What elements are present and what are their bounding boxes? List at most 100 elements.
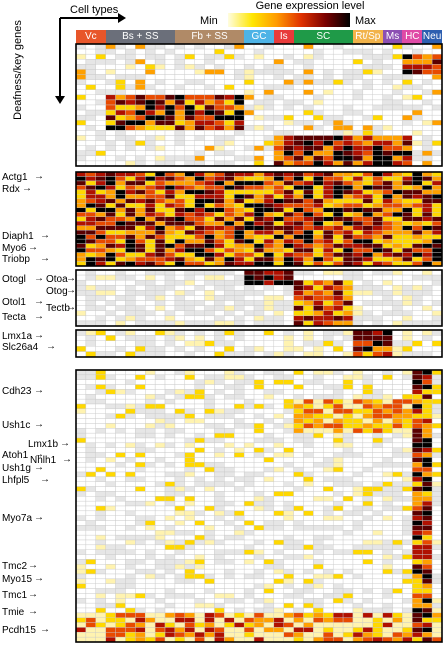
heatmap-cell [362,617,373,623]
heatmap-cell [145,549,156,555]
heatmap-cell [313,602,324,609]
heatmap-cell [145,300,156,306]
heatmap-cell [164,216,176,222]
heatmap-cell [224,69,235,75]
heatmap-cell [243,53,255,60]
heatmap-cell [105,505,116,512]
gene-label-tmie: Tmie [2,607,25,618]
heatmap-cell [283,79,294,85]
heatmap-cell [204,515,215,521]
heatmap-cell [372,79,383,85]
heatmap-cell [402,428,413,434]
heatmap-cell [263,140,275,146]
heatmap-cell [273,500,284,507]
heatmap-cell [323,617,334,623]
heatmap-cell [234,384,245,390]
heatmap-cell [303,408,314,414]
heatmap-cell [204,189,215,195]
heatmap-cell [362,295,373,301]
heatmap-cell [323,520,334,526]
heatmap-cell [372,212,383,217]
heatmap-cell [313,578,324,584]
heatmap-cell [422,486,433,492]
heatmap-cell [194,466,205,473]
heatmap-cell [184,389,195,395]
heatmap-cell [154,505,166,512]
heatmap-cell [115,612,126,618]
heatmap-cell [382,59,393,65]
heatmap-cell [293,539,304,546]
heatmap-cell [105,252,116,258]
heatmap-cell [125,530,136,536]
heatmap-cell [332,534,344,541]
heatmap-cell [342,140,354,146]
heatmap-cell [332,221,344,226]
heatmap-cell [204,559,215,565]
heatmap-cell [382,384,393,390]
heatmap-cell [253,573,265,580]
heatmap-cell [323,315,334,322]
heatmap-cell [313,457,324,463]
heatmap-cell [303,203,314,209]
heatmap-cell [303,602,314,609]
heatmap-cell [243,225,255,231]
heatmap-cell [303,578,314,584]
heatmap-cell [184,505,195,512]
heatmap-cell [135,69,146,75]
heatmap-cell [352,225,364,231]
heatmap-cell [332,432,344,439]
heatmap-cell [125,109,136,116]
heatmap-cell [392,607,403,614]
heatmap-cell [273,145,284,151]
heatmap-cell [125,525,136,531]
heatmap-cell [164,48,176,55]
heatmap-cell [224,315,235,322]
heatmap-cell [332,539,344,546]
heatmap-cell [273,476,284,482]
heatmap-cell [342,150,354,157]
heatmap-cell [243,423,255,429]
heatmap-cell [323,578,334,584]
heatmap-cell [184,104,195,111]
heatmap-cell [184,256,195,262]
heatmap-cell [194,588,205,594]
heatmap-cell [352,374,364,380]
heatmap-cell [214,94,225,101]
heatmap-cell [164,544,176,550]
heatmap-cell [105,89,116,96]
heatmap-cell [135,310,146,317]
heatmap-cell [214,403,225,410]
heatmap-cell [352,428,364,434]
heatmap-cell [135,481,146,487]
heatmap-cell [204,544,215,550]
heatmap-cell [293,351,304,358]
gene-label-otol1: Otol1 [2,297,26,308]
heatmap-cell [85,194,96,200]
heatmap-cell [382,351,393,358]
heatmap-cell [313,559,324,565]
heatmap-cell [184,252,195,258]
heatmap-cell [145,256,156,262]
heatmap-cell [372,432,383,439]
heatmap-cell [164,69,176,75]
heatmap-cell [95,525,106,531]
heatmap-cell [392,207,403,213]
heatmap-cell [174,285,186,291]
heatmap-cell [342,335,354,341]
heatmap-cell [105,486,116,492]
heatmap-cell [392,481,403,487]
heatmap-cell [164,130,176,136]
heatmap-cell [313,389,324,395]
heatmap-cell [95,486,106,492]
heatmap-cell [412,300,423,306]
heatmap-cell [204,481,215,487]
heatmap-cell [323,598,334,604]
heatmap-cell [392,84,403,90]
heatmap-cell [154,290,166,296]
heatmap-cell [204,447,215,453]
heatmap-cell [412,212,423,217]
heatmap-cell [392,315,403,322]
heatmap-cell [323,256,334,262]
heatmap-cell [174,384,186,390]
heatmap-cell [402,622,413,628]
